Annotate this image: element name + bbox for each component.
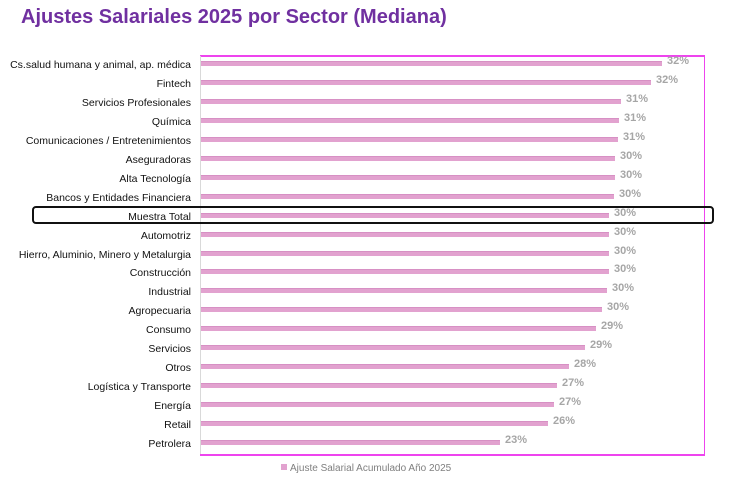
value-label: 30%: [614, 225, 637, 238]
value-label: 30%: [614, 244, 637, 257]
bar: [201, 421, 548, 427]
bar-row: Servicios Profesionales 31%: [0, 93, 730, 116]
bar-row: Química 31%: [0, 112, 730, 135]
value-label: 32%: [656, 73, 679, 86]
bar-row: Hierro, Aluminio, Minero y Metalurgia 30%: [0, 245, 730, 268]
value-label: 30%: [620, 149, 643, 162]
category-label: Consumo: [146, 324, 191, 337]
bar: [201, 402, 554, 408]
bar-row: Automotriz 30%: [0, 226, 730, 249]
bar: [201, 155, 615, 161]
bar-row: Retail 26%: [0, 415, 730, 438]
category-label: Industrial: [148, 286, 191, 299]
value-label: 30%: [607, 301, 630, 314]
bar-row: Aseguradoras 30%: [0, 150, 730, 173]
bar-row: Logística y Transporte 27%: [0, 377, 730, 400]
bar: [201, 250, 609, 256]
value-label: 29%: [590, 339, 613, 352]
bar: [201, 440, 500, 445]
highlight-box-muestra-total: [32, 206, 714, 224]
value-label: 30%: [620, 168, 643, 181]
value-label: 27%: [559, 396, 582, 409]
bar: [201, 307, 602, 313]
value-label: 32%: [667, 55, 690, 67]
legend-label: Ajuste Salarial Acumulado Año 2025: [290, 463, 452, 474]
bar-row: Cs.salud humana y animal, ap. médica 32%: [0, 55, 730, 78]
category-label: Servicios: [148, 343, 191, 356]
category-label: Cs.salud humana y animal, ap. médica: [10, 59, 191, 71]
category-label: Aseguradoras: [125, 153, 191, 166]
category-label: Fintech: [156, 77, 191, 90]
legend-swatch-icon: [281, 464, 287, 470]
bar-row: Servicios 29%: [0, 339, 730, 362]
value-label: 31%: [624, 111, 647, 124]
category-label: Agropecuaria: [128, 305, 191, 318]
bar-row: Industrial 30%: [0, 282, 730, 305]
bar: [201, 61, 662, 66]
bar: [201, 383, 557, 389]
plot-border-top: [200, 55, 705, 57]
bar-row: Comunicaciones / Entretenimientos 31%: [0, 131, 730, 154]
value-label: 30%: [614, 263, 637, 276]
bar-row: Fintech 32%: [0, 74, 730, 97]
bar-row: Construcción 30%: [0, 263, 730, 286]
legend: Ajuste Salarial Acumulado Año 2025: [281, 463, 451, 474]
bar: [201, 212, 609, 218]
category-label: Retail: [164, 419, 191, 432]
bar: [201, 136, 618, 142]
value-label: 31%: [626, 92, 649, 105]
category-label: Hierro, Aluminio, Minero y Metalurgia: [18, 248, 191, 261]
category-label: Construcción: [129, 267, 191, 280]
y-axis-line: [200, 56, 201, 454]
category-label: Servicios Profesionales: [81, 96, 191, 109]
value-label: 31%: [623, 130, 646, 143]
value-label: 29%: [601, 320, 624, 333]
bar: [201, 269, 609, 275]
value-label: 23%: [505, 434, 528, 446]
category-label: Automotriz: [140, 229, 191, 242]
bar-row: Petrolera 23%: [0, 434, 730, 457]
bar: [201, 326, 596, 332]
plot-border-bottom: [200, 454, 705, 456]
value-label: 30%: [612, 282, 635, 295]
bar-row: Energía 27%: [0, 396, 730, 419]
bar-row: Bancos y Entidades Financiera 30%: [0, 188, 730, 211]
bar: [201, 174, 615, 180]
bar-row: Consumo 29%: [0, 320, 730, 343]
category-label: Comunicaciones / Entretenimientos: [25, 134, 191, 147]
category-label: Bancos y Entidades Financiera: [46, 191, 191, 204]
bar-row: Otros 28%: [0, 358, 730, 381]
bar: [201, 98, 621, 104]
bar: [201, 231, 609, 237]
category-label: Petrolera: [148, 438, 191, 450]
value-label: 28%: [574, 358, 597, 371]
category-label: Química: [151, 115, 191, 128]
chart-title: Ajustes Salariales 2025 por Sector (Medi…: [21, 6, 447, 28]
category-label: Otros: [165, 362, 191, 375]
bar-row: Muestra Total 30%: [0, 207, 730, 230]
value-label: 30%: [619, 187, 642, 200]
bar: [201, 117, 619, 123]
bar: [201, 345, 585, 351]
bar: [201, 288, 607, 294]
bar: [201, 364, 569, 370]
value-label: 26%: [553, 415, 576, 428]
category-label: Muestra Total: [128, 210, 191, 223]
category-label: Alta Tecnología: [119, 172, 191, 185]
bar: [201, 79, 651, 85]
bar: [201, 193, 614, 199]
value-label: 27%: [562, 377, 585, 390]
category-label: Energía: [154, 400, 191, 413]
bar-row: Agropecuaria 30%: [0, 301, 730, 324]
value-label: 30%: [614, 206, 637, 219]
bar-row: Alta Tecnología 30%: [0, 169, 730, 192]
category-label: Logística y Transporte: [87, 381, 191, 394]
